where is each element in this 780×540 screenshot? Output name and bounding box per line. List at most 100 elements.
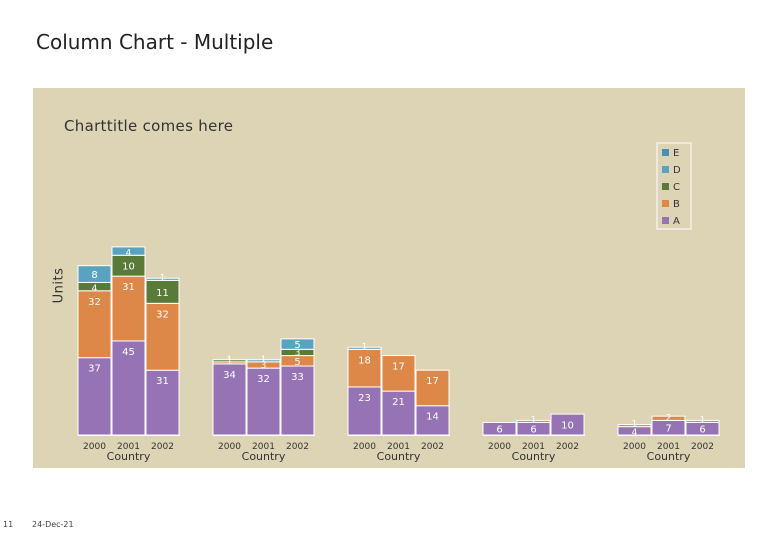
x-tick-label: 2002 <box>151 442 174 452</box>
data-label-C: 11 <box>156 288 169 299</box>
bar-segment-D <box>77 265 112 283</box>
legend-label-C: C <box>673 182 680 193</box>
x-tick-label: 2002 <box>286 442 309 452</box>
data-label-B: 1 <box>531 415 537 425</box>
data-label-A: 6 <box>496 425 502 436</box>
data-label-A: 32 <box>257 374 270 385</box>
x-axis-label: Country <box>377 450 421 463</box>
x-tick-label: 2000 <box>488 442 511 452</box>
bar-segment-A <box>550 413 585 436</box>
x-axis-label: Country <box>242 450 286 463</box>
bar-segment-D <box>145 277 180 281</box>
data-label-A: 33 <box>291 372 304 383</box>
bar-segment-B <box>685 419 720 423</box>
data-label-B: 1 <box>700 415 706 425</box>
x-tick-label: 2001 <box>387 442 410 452</box>
bar-segment-B <box>111 275 146 342</box>
bar-segment-A <box>347 386 382 436</box>
bar-segment-B <box>381 355 416 392</box>
data-label-A: 7 <box>665 424 671 435</box>
bar-segment-D <box>280 338 315 350</box>
x-tick-label: 2001 <box>117 442 140 452</box>
legend-label-D: D <box>673 165 681 176</box>
bar-segment-D <box>347 346 382 350</box>
data-label-A: 6 <box>699 425 705 436</box>
data-label-C: 10 <box>122 262 135 273</box>
data-label-A: 6 <box>530 425 536 436</box>
bar-segment-A <box>212 363 247 436</box>
chart-title: Charttitle comes here <box>64 117 234 135</box>
legend-label-B: B <box>673 199 680 210</box>
bar-segment-B <box>415 369 450 407</box>
data-label-A: 37 <box>88 364 101 375</box>
x-tick-label: 2001 <box>522 442 545 452</box>
x-tick-label: 2002 <box>556 442 579 452</box>
data-label-D: 8 <box>91 270 97 281</box>
bar-segment-A <box>111 340 146 436</box>
data-label-A: 31 <box>156 376 169 387</box>
legend-swatch-A <box>662 217 669 224</box>
data-label-B: 32 <box>156 309 169 320</box>
x-axis-label: Country <box>512 450 556 463</box>
data-label-B: 32 <box>88 297 101 308</box>
legend-label-E: E <box>673 148 679 159</box>
data-label-D: 5 <box>294 340 300 351</box>
data-label-A: 10 <box>561 421 574 432</box>
legend-swatch-E <box>662 149 669 156</box>
legend-swatch-D <box>662 166 669 173</box>
bar-segment-B <box>516 419 551 423</box>
x-tick-label: 2001 <box>657 442 680 452</box>
bar-segment-D <box>111 246 146 256</box>
data-label-C: 4 <box>92 284 98 294</box>
x-axis-label: Country <box>647 450 691 463</box>
data-label-B: 2 <box>666 413 672 423</box>
bar-segment-A <box>415 405 450 436</box>
page-number: 11 <box>3 520 14 529</box>
bar-segment-B <box>651 415 686 421</box>
x-tick-label: 2000 <box>218 442 241 452</box>
data-label-A: 23 <box>358 393 371 404</box>
bar-segment-D <box>246 359 281 363</box>
data-label-A: 4 <box>632 428 638 438</box>
data-label-A: 14 <box>426 412 439 423</box>
data-label-B: 18 <box>358 355 371 366</box>
data-label-C: 3 <box>295 349 301 359</box>
data-label-B: 17 <box>392 362 405 373</box>
data-label-A: 45 <box>122 347 135 358</box>
footer-date: 24-Dec-21 <box>32 520 74 529</box>
bar-segment-B <box>77 290 112 359</box>
chart-panel: Charttitle comes here Units 37 32 4 8 2000 45… <box>33 88 745 468</box>
data-label-B: 5 <box>294 357 300 368</box>
bar-segment-C <box>212 359 247 363</box>
stacked-column-chart: 37324820004531104200131321112002Country3… <box>77 142 720 463</box>
bar-segment-A <box>77 357 112 436</box>
data-label-D: 1 <box>160 273 166 283</box>
legend-swatch-B <box>662 200 669 207</box>
x-tick-label: 2000 <box>83 442 106 452</box>
data-label-B: 17 <box>426 376 439 387</box>
data-label-A: 21 <box>392 397 405 408</box>
bar-segment-B <box>617 424 652 428</box>
data-label-B: 1 <box>632 420 638 430</box>
legend-swatch-C <box>662 183 669 190</box>
x-tick-label: 2000 <box>623 442 646 452</box>
legend-box <box>656 142 692 230</box>
legend-label-A: A <box>673 216 680 227</box>
x-tick-label: 2000 <box>353 442 376 452</box>
data-label-B: 31 <box>122 282 135 293</box>
x-axis-label: Country <box>107 450 151 463</box>
bar-segment-A <box>381 390 416 436</box>
data-label-A: 34 <box>223 370 236 381</box>
data-label-D: 1 <box>261 355 267 365</box>
x-tick-label: 2002 <box>691 442 714 452</box>
data-label-C: 1 <box>227 355 233 365</box>
bar-segment-A <box>246 367 281 436</box>
data-label-D: 1 <box>362 342 368 352</box>
bar-segment-B <box>347 348 382 388</box>
data-label-D: 4 <box>126 248 132 258</box>
x-tick-label: 2001 <box>252 442 275 452</box>
x-tick-label: 2002 <box>421 442 444 452</box>
page-title: Column Chart - Multiple <box>36 30 274 54</box>
bar-segment-A <box>482 421 517 436</box>
data-label-B: 3 <box>261 361 267 371</box>
